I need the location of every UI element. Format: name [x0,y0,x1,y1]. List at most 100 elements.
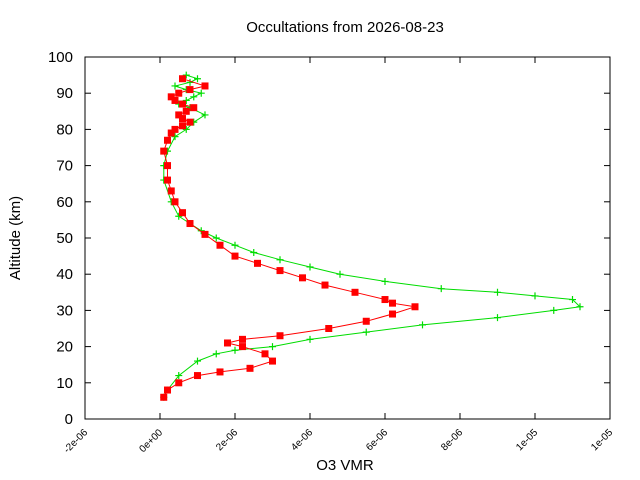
data-point [254,259,261,267]
data-point [194,372,201,380]
data-point [194,75,201,83]
y-tick-label: 40 [56,266,73,283]
data-point [216,368,224,376]
data-point [269,357,276,365]
data-point [224,339,231,347]
y-tick-label: 100 [48,49,73,66]
data-point [164,162,171,170]
data-point [175,111,183,119]
data-point [171,96,179,104]
data-point [389,299,396,307]
data-point [389,310,396,318]
data-point [306,335,314,343]
series-line [163,78,416,398]
x-axis: -2e-06 0e+00 2e-06 4e-06 6e-06 8e-06 1e-05 1e-0… [62,57,615,456]
data-point [182,96,190,104]
data-point [231,241,239,249]
series-line [163,74,582,398]
data-point [531,292,539,300]
data-point [167,129,175,137]
data-point [175,379,183,387]
x-tick-label: 2e-06 [214,427,240,453]
data-point [171,198,179,206]
y-tick-label: 50 [56,230,73,247]
data-point [194,357,201,365]
series-1 [160,75,419,401]
data-point [175,89,183,97]
data-point [576,303,584,311]
data-point [212,350,220,358]
data-point [171,82,179,90]
data-point [321,281,329,289]
x-tick-label: 6e-06 [364,427,390,453]
y-tick-label: 30 [56,302,73,319]
y-tick-label: 10 [56,375,73,392]
x-tick-label: -2e-06 [62,427,91,456]
data-point [276,332,284,340]
plot-area [160,71,584,401]
data-point [239,343,246,351]
data-point [160,393,168,401]
data-point [201,230,209,238]
data-point [175,372,183,380]
data-point [276,256,284,264]
plot-frame [84,56,611,420]
y-tick-label: 60 [56,194,73,211]
data-point [362,317,370,325]
data-point [190,104,198,112]
data-point [246,364,254,372]
y-axis-label: Altitude (km) [7,196,24,280]
data-point [325,325,333,332]
y-axis: 0 10 20 30 40 50 60 70 80 90 100 [48,49,610,428]
x-tick-label: 4e-06 [289,427,315,453]
data-point [171,125,179,133]
data-point [186,118,194,126]
y-tick-label: 70 [56,158,73,175]
chart-title: Occultations from 2026-08-23 [246,19,444,36]
data-point [171,133,179,141]
data-point [250,248,258,256]
data-point [231,346,239,354]
series-0 [160,71,584,401]
data-point [419,321,426,329]
x-tick-label: 0e+00 [137,427,165,455]
data-point [411,303,419,311]
data-point [261,350,269,358]
data-point [269,343,276,351]
data-point [186,86,194,94]
data-point [201,82,209,90]
data-point [306,263,314,271]
data-point [190,93,198,101]
data-point [164,136,171,144]
data-point [182,125,190,133]
data-point [362,328,370,336]
data-point [186,220,194,228]
data-point [182,107,190,115]
data-point [179,100,186,108]
x-tick-label: 1e-05 [514,427,540,453]
data-point [231,252,239,260]
data-point [179,115,186,123]
data-point [351,288,359,296]
data-point [201,111,209,119]
x-axis-label: O3 VMR [316,457,374,474]
data-point [182,71,190,79]
data-point [381,277,389,285]
data-point [381,296,389,304]
data-point [437,285,445,293]
y-tick-label: 20 [56,339,73,356]
data-point [216,241,224,249]
y-tick-label: 90 [56,85,73,102]
data-point [276,267,284,275]
data-point [550,306,558,314]
data-point [160,147,168,155]
x-tick-label: 1e-05 [589,427,615,453]
data-point [179,122,186,130]
data-point [179,75,186,83]
x-tick-label: 8e-06 [439,427,465,453]
data-point [167,93,175,101]
data-point [164,176,171,184]
data-point [197,227,205,235]
data-point [569,296,576,304]
